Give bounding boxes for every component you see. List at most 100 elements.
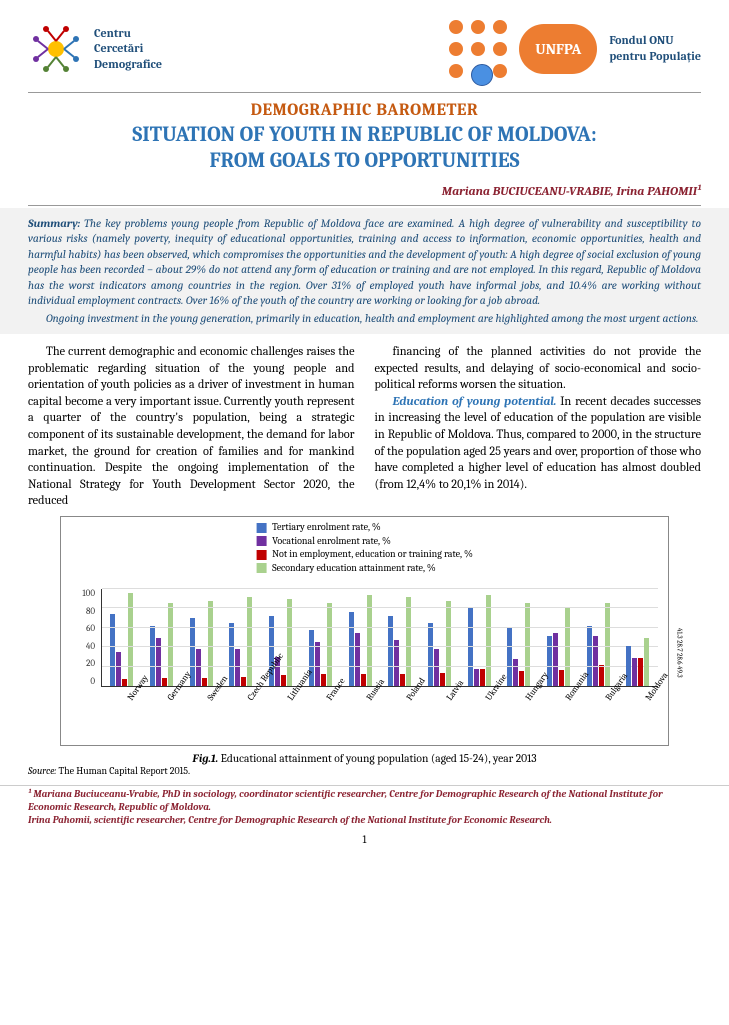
- chart-legend: Tertiary enrolment rate, %Vocational enr…: [256, 521, 473, 575]
- org-left-line2: Cercetări: [94, 41, 162, 57]
- bar-secondary: [247, 597, 252, 686]
- bar-group: [547, 589, 570, 686]
- header: Centru Cercetări Demografice UNFPA Fondu…: [0, 0, 729, 90]
- body-col2a: financing of the planned activities do n…: [375, 344, 702, 394]
- legend-item: Vocational enrolment rate, %: [256, 535, 473, 549]
- bar-secondary: [406, 597, 411, 686]
- bar-vocational: [116, 652, 121, 686]
- legend-item: Secondary education attainment rate, %: [256, 562, 473, 576]
- x-label: Latvia: [445, 696, 454, 703]
- bar-secondary: [208, 601, 213, 686]
- bar-vocational: [235, 649, 240, 686]
- chart-container: Tertiary enrolment rate, %Vocational enr…: [0, 516, 729, 746]
- bar-group: [229, 589, 252, 686]
- authors: Mariana BUCIUCEANU-VRABIE, Irina PAHOMII…: [0, 179, 729, 203]
- column-right: financing of the planned activities do n…: [375, 344, 702, 510]
- legend-item: Tertiary enrolment rate, %: [256, 521, 473, 535]
- body-col1: The current demographic and economic cha…: [28, 344, 355, 510]
- legend-swatch: [256, 550, 266, 560]
- bar-tertiary: [349, 612, 354, 686]
- legend-swatch: [256, 523, 266, 533]
- org-right-line2: pentru Populație: [609, 49, 701, 65]
- summary-p2: Ongoing investment in the young generati…: [28, 311, 701, 327]
- bar-vocational: [632, 658, 637, 686]
- org-left-line1: Centru: [94, 26, 162, 42]
- summary-box: Summary: The key problems young people f…: [0, 208, 729, 335]
- divider-authors: [28, 205, 701, 206]
- bar-vocational: [355, 633, 360, 686]
- bar-secondary: [327, 603, 332, 686]
- bar-tertiary: [468, 608, 473, 686]
- x-label: Lithuania: [286, 696, 295, 703]
- bar-tertiary: [110, 614, 115, 686]
- x-label: Czech Republic: [246, 696, 255, 703]
- title-line1: SITUATION OF YOUTH IN REPUBLIC OF MOLDOV…: [28, 122, 701, 148]
- footnote: ¹ Mariana Buciuceanu-Vrabie, PhD in soci…: [0, 785, 729, 833]
- ccd-logo-icon: [28, 21, 84, 77]
- org-left-name: Centru Cercetări Demografice: [94, 26, 162, 73]
- org-right-name: Fondul ONU pentru Populație: [609, 33, 701, 64]
- legend-label: Secondary education attainment rate, %: [272, 562, 436, 576]
- legend-label: Tertiary enrolment rate, %: [272, 521, 381, 535]
- x-label: Poland: [405, 696, 414, 703]
- x-label: Sweden: [206, 696, 215, 703]
- legend-swatch: [256, 563, 266, 573]
- bar-group: [468, 589, 491, 686]
- bar-vocational: [553, 633, 558, 686]
- y-tick: 0: [77, 677, 95, 687]
- dots-grid-icon: [449, 20, 507, 78]
- x-label: Romania: [564, 696, 573, 703]
- x-label: Moldova: [644, 696, 653, 703]
- bar-secondary: [168, 603, 173, 686]
- bar-chart: Tertiary enrolment rate, %Vocational enr…: [60, 516, 669, 746]
- y-tick: 60: [77, 624, 95, 634]
- footnote-l2: Irina Pahomii, scientific researcher, Ce…: [28, 814, 701, 827]
- bar-neet: [519, 671, 524, 687]
- y-axis: 100806040200: [77, 589, 95, 687]
- x-label: Germany: [166, 696, 175, 703]
- org-left-line3: Demografice: [94, 57, 162, 73]
- body-col2b-text: In recent decades successes in increasin…: [375, 395, 702, 492]
- bar-vocational: [156, 638, 161, 687]
- legend-item: Not in employment, education or training…: [256, 548, 473, 562]
- barometer-label: DEMOGRAPHIC BAROMETER: [28, 101, 701, 120]
- x-label: Norway: [126, 696, 135, 703]
- x-label: Russia: [365, 696, 374, 703]
- bar-secondary: [486, 595, 491, 686]
- bar-neet: [321, 674, 326, 686]
- chart-source: Source: The Human Capital Report 2015.: [0, 765, 729, 781]
- bar-tertiary: [150, 626, 155, 686]
- footnote-l1: ¹ Mariana Buciuceanu-Vrabie, PhD in soci…: [28, 788, 701, 814]
- bar-group: [388, 589, 411, 686]
- bar-secondary: [644, 638, 649, 686]
- body-col2b: Education of young potential. In recent …: [375, 394, 702, 494]
- bar-group: [428, 589, 451, 686]
- bar-vocational: [434, 649, 439, 686]
- y-tick: 100: [77, 589, 95, 599]
- bar-group: [587, 589, 610, 686]
- fig-label: Fig.1.: [192, 752, 218, 765]
- bar-neet: [162, 678, 167, 686]
- bar-group: [349, 589, 372, 686]
- caption-text: Educational attainment of young populati…: [218, 752, 536, 765]
- y-tick: 20: [77, 659, 95, 669]
- body-columns: The current demographic and economic cha…: [0, 334, 729, 516]
- bar-vocational: [196, 649, 201, 686]
- bar-neet: [122, 679, 127, 686]
- x-label: Ukraine: [484, 696, 493, 703]
- bar-neet: [480, 669, 485, 686]
- y-tick: 40: [77, 642, 95, 652]
- x-label: Bulgaria: [604, 696, 613, 703]
- bar-vocational: [513, 659, 518, 686]
- bar-neet: [202, 678, 207, 686]
- x-label: France: [325, 696, 334, 703]
- section-lead: Education of young potential.: [393, 395, 557, 409]
- column-left: The current demographic and economic cha…: [28, 344, 355, 510]
- summary-lead: Summary:: [28, 217, 80, 230]
- bar-neet: [241, 677, 246, 686]
- legend-label: Not in employment, education or training…: [272, 548, 473, 562]
- bar-vocational: [593, 636, 598, 686]
- bar-neet: [559, 670, 564, 686]
- bar-neet: [599, 665, 604, 686]
- org-right-line1: Fondul ONU: [609, 33, 701, 49]
